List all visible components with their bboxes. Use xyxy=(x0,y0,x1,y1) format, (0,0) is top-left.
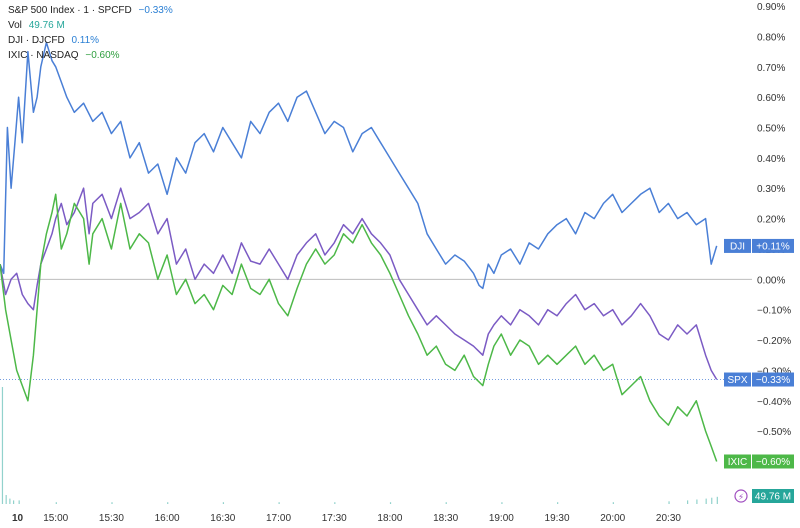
x-tick-label: 17:30 xyxy=(322,513,347,524)
volume-bar xyxy=(167,502,169,504)
badge-dji-symbol: DJI xyxy=(730,241,745,252)
badge-vol-bg xyxy=(752,489,794,503)
y-tick-label: −0.20% xyxy=(757,336,791,347)
volume-bar xyxy=(1,387,4,504)
badge-ixic: IXIC −0.60% xyxy=(724,454,794,469)
series-line-ixic xyxy=(0,193,718,462)
volume-bar xyxy=(55,502,57,504)
legend-ixic-title: IXIC · NASDAQ xyxy=(8,50,79,61)
legend: S&P 500 Index · 1 · SPCFD −0.33% Vol 49.… xyxy=(8,3,173,63)
badge-dji-value: +0.11% xyxy=(756,241,790,252)
badge-dji-value-bg xyxy=(752,238,794,253)
x-tick-label: 20:00 xyxy=(600,513,625,524)
volume-bar xyxy=(334,502,336,504)
x-tick-label: 16:30 xyxy=(210,513,235,524)
y-tick-label: −0.30% xyxy=(757,366,791,377)
volume-bar xyxy=(222,502,225,504)
legend-vol[interactable]: Vol 49.76 M xyxy=(8,18,173,33)
y-tick-label: −0.40% xyxy=(757,397,791,408)
x-tick-label: 19:00 xyxy=(489,513,514,524)
y-tick-label: 0.70% xyxy=(757,63,785,74)
volume-bar xyxy=(716,496,718,504)
x-axis: 10 15:00 15:30 16:00 16:30 17:00 17:30 18:00 18:… xyxy=(12,513,681,524)
y-tick-label: 0.50% xyxy=(757,124,785,135)
badge-vol: ⚡ 49.76 M xyxy=(734,489,794,503)
x-tick-label: 17:00 xyxy=(266,513,291,524)
legend-spx-title: S&P 500 Index · 1 · SPCFD xyxy=(8,5,132,16)
volume-bars xyxy=(1,387,718,504)
volume-bar xyxy=(18,500,20,504)
legend-dji-change: 0.11% xyxy=(71,35,100,46)
y-tick-label: 0.40% xyxy=(757,154,785,165)
x-tick-label: 18:30 xyxy=(433,513,458,524)
volume-bar xyxy=(696,499,698,504)
badge-spx: SPX −0.33% xyxy=(724,372,794,387)
price-badges: DJI +0.11% SPX −0.33% IXIC −0.60% ⚡ 49.76 M xyxy=(724,238,794,503)
volume-bar xyxy=(389,502,392,504)
legend-ixic-change: −0.60% xyxy=(85,50,120,61)
volume-bar xyxy=(111,502,113,504)
badge-spx-value: −0.33% xyxy=(756,375,790,386)
badge-ixic-symbol: IXIC xyxy=(728,457,747,468)
series-line-dji xyxy=(0,41,718,290)
legend-ixic[interactable]: IXIC · NASDAQ −0.60% xyxy=(8,48,173,63)
y-tick-label: 0.20% xyxy=(757,215,785,226)
x-tick-label: 10 xyxy=(12,513,24,524)
volume-bar xyxy=(711,497,713,504)
lightning-glyph: ⚡ xyxy=(738,492,744,502)
x-tick-label: 15:30 xyxy=(99,513,124,524)
badge-spx-value-bg xyxy=(752,372,794,387)
volume-bar xyxy=(9,498,11,504)
badge-vol-value: 49.76 M xyxy=(755,492,791,503)
y-tick-label: −0.10% xyxy=(757,306,791,317)
volume-bar xyxy=(668,501,670,504)
badge-spx-symbol: SPX xyxy=(727,375,747,386)
badge-dji: DJI +0.11% xyxy=(724,238,794,253)
y-tick-label: 0.60% xyxy=(757,93,785,104)
volume-bar xyxy=(705,498,707,504)
legend-dji-title: DJI · DJCFD xyxy=(8,35,65,46)
y-tick-label: −0.50% xyxy=(757,427,791,438)
badge-spx-symbol-bg xyxy=(724,372,751,387)
volume-bar xyxy=(687,500,689,504)
lightning-icon[interactable] xyxy=(734,489,748,503)
grid xyxy=(0,278,752,380)
volume-bar xyxy=(612,502,614,504)
badge-ixic-value: −0.60% xyxy=(756,457,790,468)
x-tick-label: 19:30 xyxy=(545,513,570,524)
legend-vol-value: 49.76 M xyxy=(28,20,65,31)
series-lines xyxy=(0,41,718,462)
y-tick-label: 0.90% xyxy=(757,2,785,13)
y-tick-label: 0.30% xyxy=(757,184,785,195)
legend-spx-change: −0.33% xyxy=(138,5,173,16)
x-tick-label: 18:00 xyxy=(377,513,402,524)
series-line-spx xyxy=(0,187,718,380)
volume-bar xyxy=(501,502,503,504)
badge-ixic-value-bg xyxy=(752,454,794,469)
x-tick-label: 20:30 xyxy=(656,513,681,524)
legend-spx[interactable]: S&P 500 Index · 1 · SPCFD −0.33% xyxy=(8,3,173,18)
x-tick-label: 15:00 xyxy=(43,513,68,524)
badge-dji-symbol-bg xyxy=(724,238,751,253)
volume-bar xyxy=(278,502,280,504)
volume-bar xyxy=(557,502,559,504)
badge-ixic-symbol-bg xyxy=(724,454,751,469)
legend-dji[interactable]: DJI · DJCFD 0.11% xyxy=(8,33,173,48)
y-tick-label: 0.00% xyxy=(757,275,785,286)
y-tick-label: 0.80% xyxy=(757,32,785,43)
volume-bar xyxy=(445,502,447,504)
x-tick-label: 16:00 xyxy=(155,513,180,524)
volume-bar xyxy=(5,495,7,504)
legend-vol-title: Vol xyxy=(8,20,22,31)
volume-bar xyxy=(12,500,15,504)
